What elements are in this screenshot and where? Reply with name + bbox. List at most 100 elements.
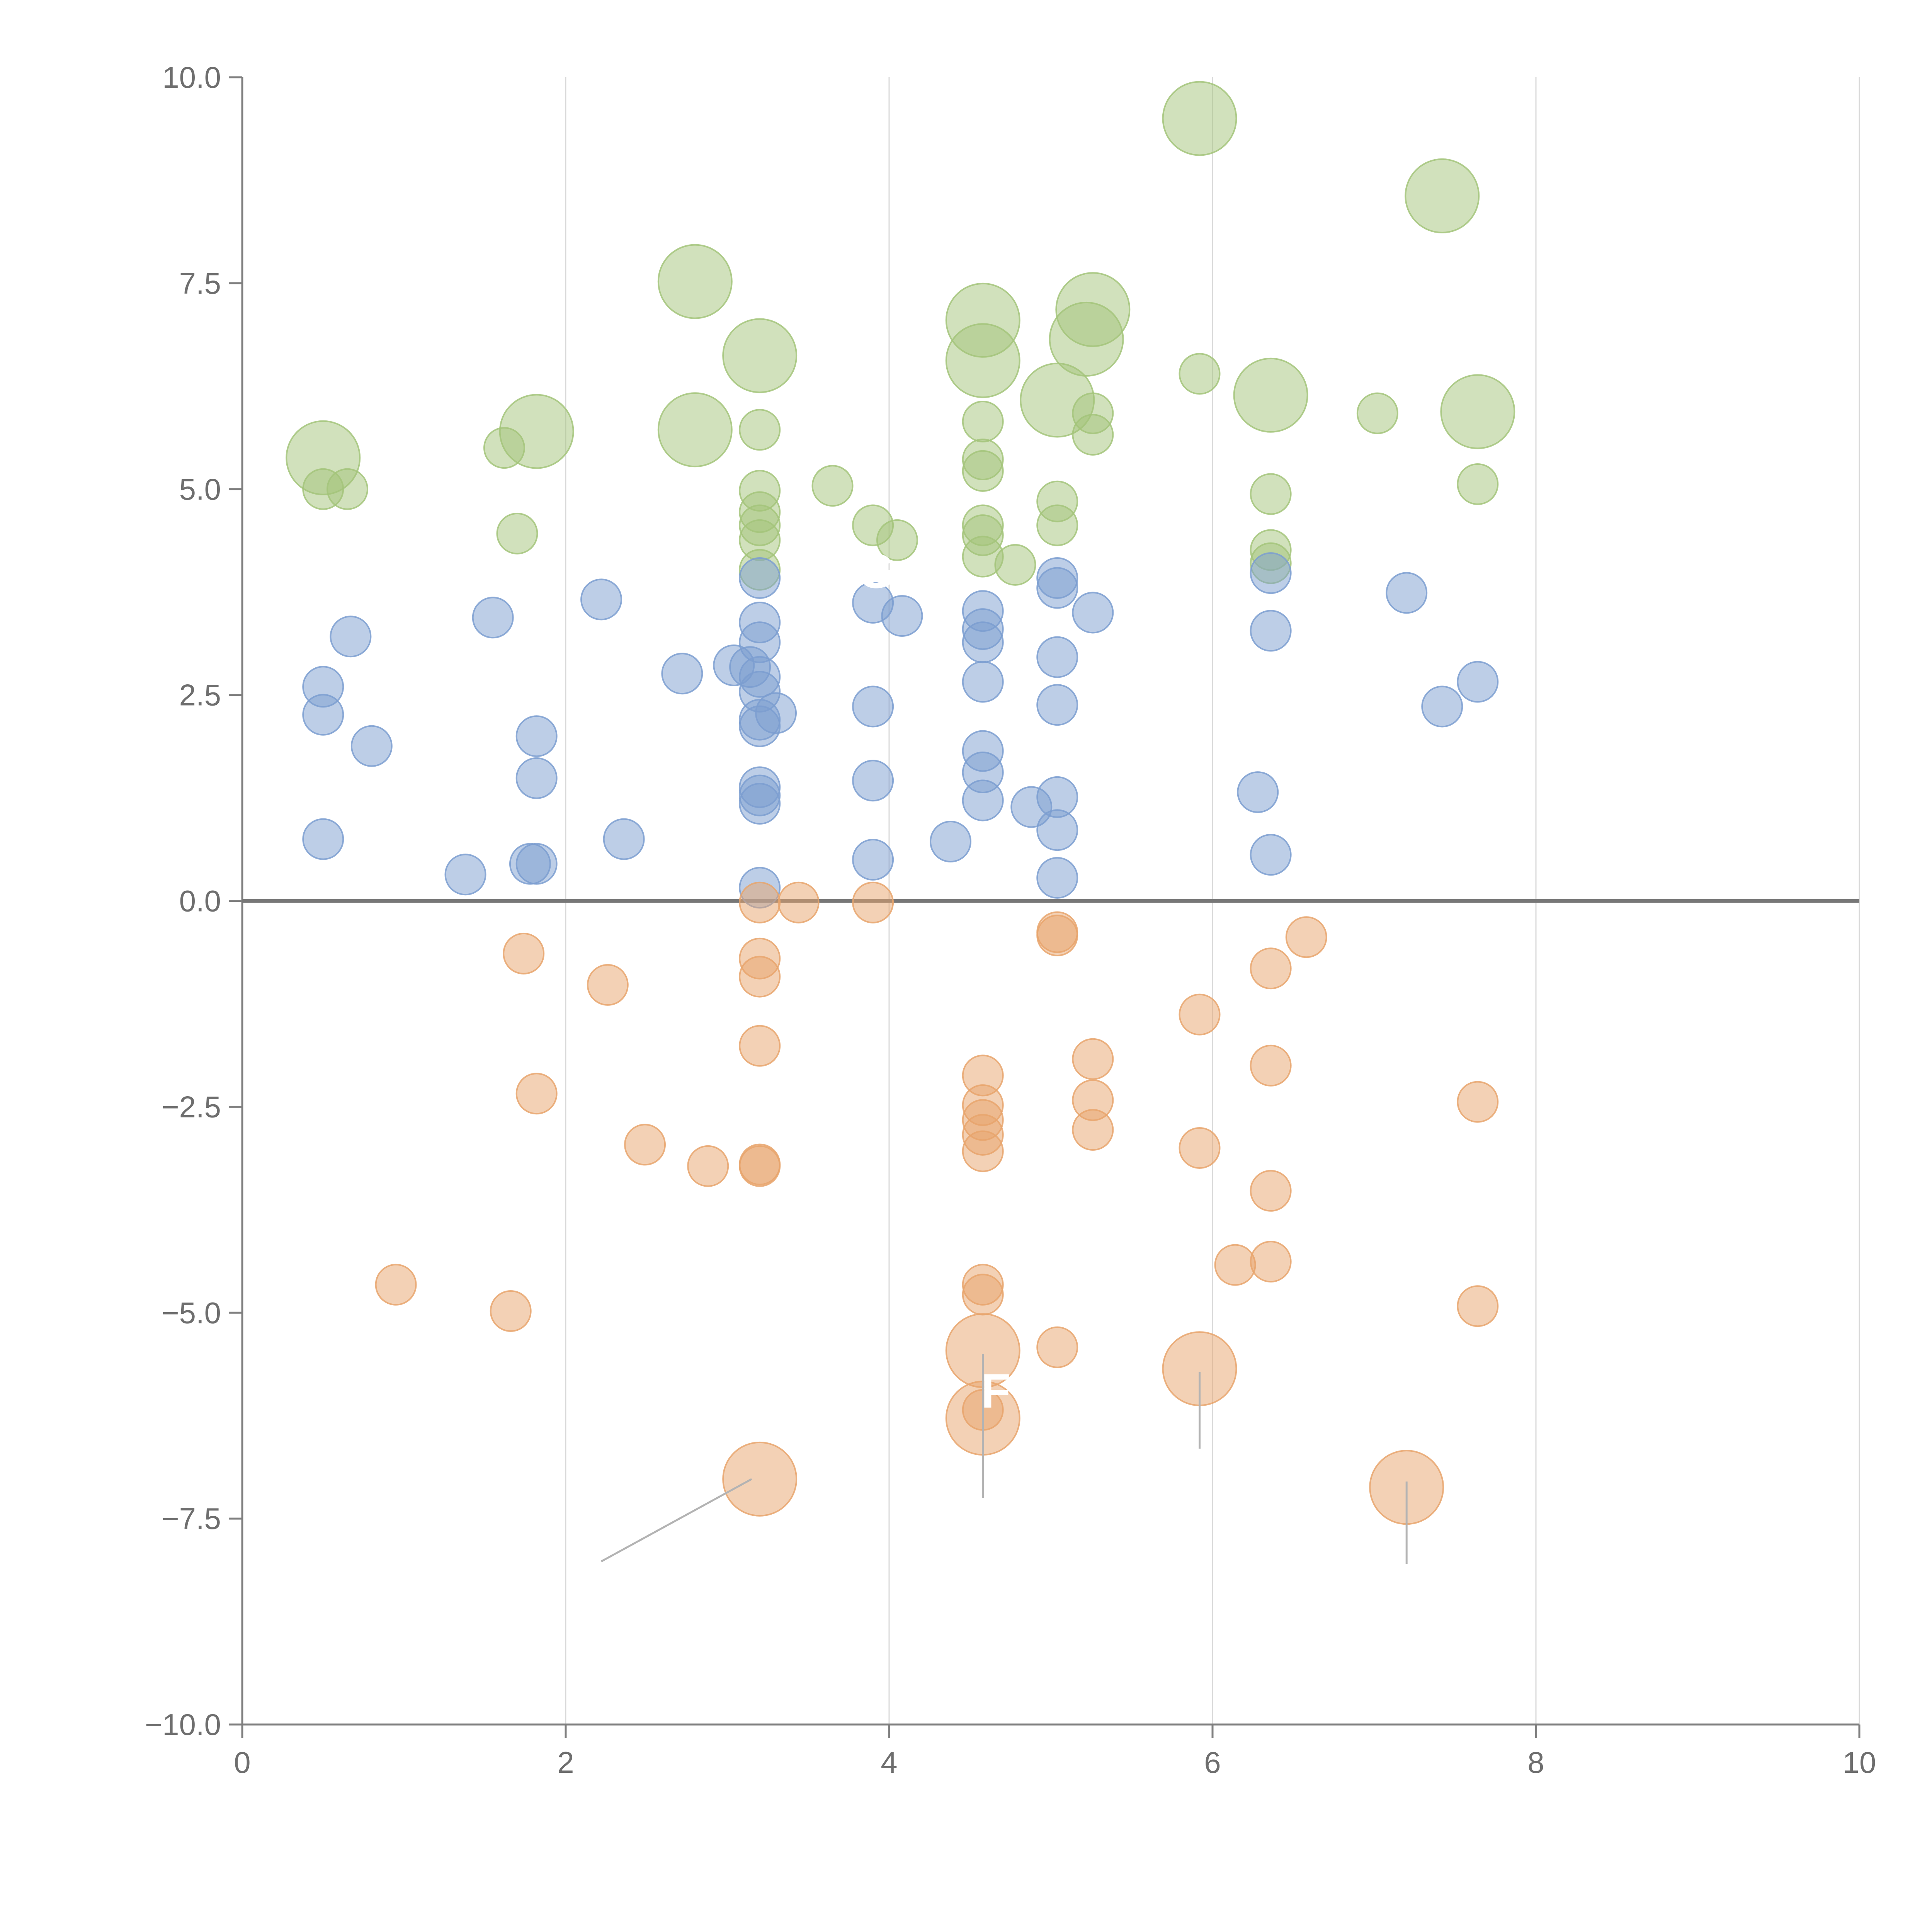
data-point	[1214, 1244, 1256, 1286]
data-point	[1072, 1109, 1114, 1151]
data-point	[852, 760, 894, 802]
data-point	[444, 854, 486, 896]
data-point	[515, 715, 558, 757]
y-tick-label: 10.0	[162, 60, 221, 94]
data-point	[490, 1290, 532, 1332]
data-point	[515, 757, 558, 799]
data-point	[1457, 463, 1499, 505]
data-point	[1250, 473, 1292, 515]
data-point	[1250, 552, 1292, 594]
data-point	[302, 694, 344, 736]
data-point	[350, 725, 393, 767]
y-tick-label: 7.5	[179, 266, 221, 300]
data-point	[661, 653, 703, 695]
data-point	[327, 468, 369, 510]
data-point	[375, 1264, 417, 1306]
data-point	[739, 1025, 781, 1067]
leader-line	[600, 1478, 752, 1563]
y-tick-label: −7.5	[162, 1502, 221, 1536]
data-point	[739, 409, 781, 451]
data-point	[1162, 81, 1237, 156]
data-point	[499, 394, 574, 469]
data-point	[739, 557, 781, 599]
annotation-label: G	[857, 545, 895, 599]
data-point	[994, 544, 1036, 586]
data-point	[657, 244, 733, 319]
data-point	[587, 964, 629, 1006]
data-point	[1285, 916, 1327, 958]
data-point	[962, 661, 1004, 703]
data-point	[1440, 374, 1515, 449]
data-point	[1457, 1081, 1499, 1123]
x-tick-label: 10	[1843, 1745, 1876, 1779]
data-point	[1250, 834, 1292, 876]
annotation-label: F	[981, 1364, 1010, 1418]
data-point	[930, 821, 972, 863]
data-point	[1250, 1044, 1292, 1087]
data-point	[945, 323, 1020, 398]
data-point	[1250, 947, 1292, 990]
data-point	[1036, 636, 1078, 678]
data-point	[962, 1130, 1004, 1172]
y-tick-label: 0.0	[179, 884, 221, 918]
data-point	[657, 392, 733, 468]
y-tick-label: −5.0	[162, 1296, 221, 1330]
data-point	[1386, 572, 1428, 614]
data-point	[1237, 771, 1279, 813]
data-point	[1179, 353, 1221, 395]
data-point	[1356, 392, 1398, 434]
data-point	[1457, 661, 1499, 703]
data-point	[1421, 685, 1463, 728]
data-point	[1036, 684, 1078, 726]
data-point	[503, 932, 545, 975]
y-tick-label: 2.5	[179, 678, 221, 712]
data-points	[286, 81, 1515, 1525]
data-point	[739, 881, 781, 923]
data-point	[1250, 1241, 1292, 1283]
data-point	[515, 1073, 558, 1115]
data-point	[624, 1124, 666, 1166]
data-point	[1405, 158, 1480, 233]
data-point	[1250, 1170, 1292, 1212]
x-tick-label: 8	[1527, 1745, 1544, 1779]
data-point	[603, 818, 645, 860]
x-tick-label: 4	[881, 1745, 897, 1779]
data-point	[1036, 915, 1078, 957]
x-tick-label: 2	[557, 1745, 574, 1779]
data-point	[1233, 357, 1308, 433]
x-tick-label: 6	[1204, 1745, 1221, 1779]
data-point	[881, 595, 923, 637]
data-point	[1036, 504, 1078, 546]
data-point	[876, 519, 918, 561]
data-point	[1072, 414, 1114, 456]
data-point	[962, 450, 1004, 492]
data-point	[755, 692, 797, 734]
axes	[241, 77, 1859, 1726]
data-point	[1036, 857, 1078, 899]
data-point	[330, 616, 372, 658]
data-point	[811, 465, 854, 507]
data-point	[852, 838, 894, 881]
tick-labels: 0 2 4 6 8 10 −10.0 −7.5 −5.0 −2.5 0.0 2.5 5.0 7.5 10.0	[145, 60, 1876, 1779]
data-point	[1179, 993, 1221, 1036]
y-tick-label: −2.5	[162, 1090, 221, 1124]
data-point	[852, 685, 894, 728]
data-point	[496, 512, 538, 554]
leader-lines	[600, 1354, 1408, 1564]
data-point	[1457, 1285, 1499, 1327]
data-point	[1179, 1127, 1221, 1169]
data-point	[777, 881, 820, 923]
y-tick-label: −10.0	[145, 1708, 221, 1742]
data-point	[472, 597, 514, 639]
x-tick-label: 0	[234, 1745, 250, 1779]
data-point	[302, 818, 344, 860]
data-point	[739, 1145, 781, 1187]
data-point	[739, 956, 781, 998]
data-point	[1036, 809, 1078, 851]
data-point	[1049, 301, 1124, 377]
data-point	[962, 400, 1004, 442]
data-point	[580, 578, 622, 621]
data-point	[962, 1274, 1004, 1316]
data-point	[1072, 592, 1114, 634]
data-point	[739, 782, 781, 825]
